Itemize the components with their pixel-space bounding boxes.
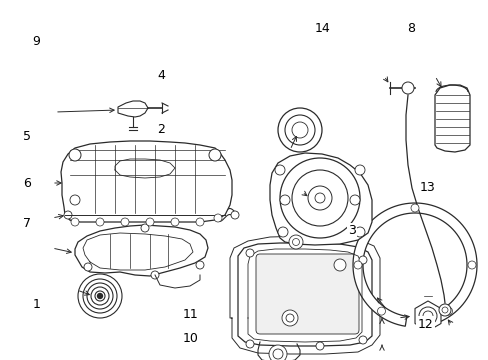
Text: 1: 1 bbox=[33, 298, 41, 311]
Circle shape bbox=[84, 263, 92, 271]
Text: 11: 11 bbox=[183, 309, 198, 321]
Circle shape bbox=[438, 304, 450, 316]
Circle shape bbox=[291, 170, 347, 226]
Text: 4: 4 bbox=[157, 69, 165, 82]
Circle shape bbox=[121, 218, 129, 226]
Circle shape bbox=[418, 307, 436, 325]
Circle shape bbox=[354, 227, 364, 237]
Text: 9: 9 bbox=[33, 35, 41, 48]
Circle shape bbox=[278, 108, 321, 152]
Text: 13: 13 bbox=[419, 181, 435, 194]
Circle shape bbox=[96, 218, 104, 226]
Circle shape bbox=[285, 314, 293, 322]
Circle shape bbox=[422, 311, 432, 321]
Circle shape bbox=[410, 204, 418, 212]
Circle shape bbox=[358, 336, 366, 344]
Text: 12: 12 bbox=[417, 318, 432, 330]
Circle shape bbox=[78, 274, 122, 318]
Circle shape bbox=[268, 345, 286, 360]
Polygon shape bbox=[269, 153, 371, 245]
Circle shape bbox=[71, 218, 79, 226]
Circle shape bbox=[70, 195, 80, 205]
Circle shape bbox=[272, 349, 283, 359]
Text: 5: 5 bbox=[23, 130, 31, 143]
Polygon shape bbox=[61, 141, 231, 222]
Circle shape bbox=[441, 307, 447, 313]
Circle shape bbox=[171, 218, 179, 226]
Polygon shape bbox=[75, 225, 207, 276]
Circle shape bbox=[91, 287, 109, 305]
Circle shape bbox=[354, 165, 364, 175]
Circle shape bbox=[358, 256, 366, 264]
Circle shape bbox=[307, 186, 331, 210]
Circle shape bbox=[291, 122, 307, 138]
Text: 2: 2 bbox=[157, 123, 165, 136]
Circle shape bbox=[87, 283, 113, 309]
FancyBboxPatch shape bbox=[256, 254, 358, 334]
Circle shape bbox=[64, 211, 72, 219]
Circle shape bbox=[208, 149, 221, 161]
Circle shape bbox=[282, 310, 297, 326]
Circle shape bbox=[245, 340, 253, 348]
Circle shape bbox=[353, 261, 361, 269]
Text: 10: 10 bbox=[183, 332, 198, 345]
Circle shape bbox=[245, 249, 253, 257]
Circle shape bbox=[141, 224, 149, 232]
Text: 14: 14 bbox=[314, 22, 330, 35]
Circle shape bbox=[278, 227, 287, 237]
Circle shape bbox=[97, 293, 102, 298]
Circle shape bbox=[377, 307, 385, 315]
Circle shape bbox=[230, 211, 239, 219]
Circle shape bbox=[214, 214, 222, 222]
Text: 6: 6 bbox=[23, 177, 31, 190]
Circle shape bbox=[280, 195, 289, 205]
Circle shape bbox=[288, 235, 303, 249]
Circle shape bbox=[196, 261, 203, 269]
Circle shape bbox=[285, 115, 314, 145]
Circle shape bbox=[292, 238, 299, 246]
Polygon shape bbox=[414, 301, 440, 331]
Circle shape bbox=[146, 218, 154, 226]
Text: 3: 3 bbox=[347, 224, 355, 237]
Circle shape bbox=[314, 193, 325, 203]
Polygon shape bbox=[434, 85, 469, 152]
Circle shape bbox=[349, 195, 359, 205]
Polygon shape bbox=[352, 203, 476, 326]
Text: 8: 8 bbox=[406, 22, 414, 35]
Polygon shape bbox=[238, 243, 371, 346]
Circle shape bbox=[333, 259, 346, 271]
Circle shape bbox=[83, 279, 117, 313]
Circle shape bbox=[274, 165, 285, 175]
Circle shape bbox=[467, 261, 475, 269]
Circle shape bbox=[196, 218, 203, 226]
Text: 7: 7 bbox=[23, 217, 31, 230]
Circle shape bbox=[95, 291, 105, 301]
Circle shape bbox=[444, 307, 451, 315]
Polygon shape bbox=[118, 101, 148, 117]
Circle shape bbox=[151, 271, 159, 279]
Circle shape bbox=[401, 82, 413, 94]
Circle shape bbox=[69, 149, 81, 161]
Circle shape bbox=[315, 342, 324, 350]
Circle shape bbox=[280, 158, 359, 238]
